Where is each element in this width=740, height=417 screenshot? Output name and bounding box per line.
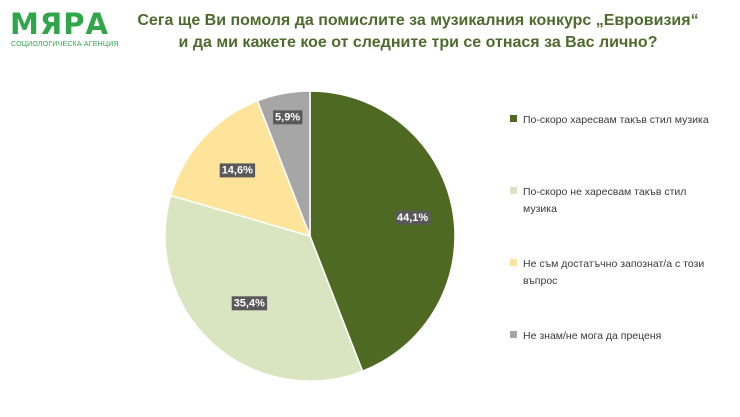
data-label-box-dislike: [231, 296, 268, 311]
svg-text:14,6%: 14,6%: [222, 164, 253, 176]
legend-label-dislike: По-скоро не харесвам такъв стил музика: [523, 186, 687, 215]
data-label-dislike: 35,4%: [231, 296, 268, 311]
logo-subtitle: СОЦИОЛОГИЧЕСКА АГЕНЦИЯ: [11, 41, 119, 48]
chart-title-line-2: и да ми кажете кое от следните три се от…: [178, 34, 658, 51]
logo-wordmark: МЯРА: [10, 7, 109, 41]
data-label-box-like: [395, 210, 431, 225]
svg-text:35,4%: 35,4%: [234, 297, 265, 309]
legend-label-not-familiar: Не съм достатъчно запознат/а с този въпр…: [523, 258, 705, 287]
chart-title: Сега ще Ви помоля да помислите за музика…: [118, 10, 718, 54]
data-label-dont-know: 5,9%: [273, 110, 303, 125]
data-label-like: 44,1%: [395, 210, 431, 225]
legend-label-like: По-скоро харесвам такъв стил музика: [523, 114, 709, 126]
data-label-box-dont-know: [273, 110, 303, 125]
svg-text:44,1%: 44,1%: [397, 212, 428, 224]
pie-slice-like: [309, 90, 456, 373]
data-label-box-not-familiar: [219, 163, 256, 178]
legend-swatch-not-familiar: [510, 259, 517, 266]
data-label-not-familiar: 14,6%: [219, 163, 256, 178]
pie-slice-dont-know: [256, 90, 311, 237]
logo: МЯРА СОЦИОЛОГИЧЕСКА АГЕНЦИЯ: [10, 7, 119, 54]
legend-swatch-dont-know: [510, 331, 517, 338]
legend-swatch-like: [510, 115, 517, 122]
legend-label-dont-know: Не знам/не мога да преценя: [523, 330, 662, 342]
chart-title-line-1: Сега ще Ви помоля да помислите за музика…: [137, 12, 699, 29]
svg-text:5,9%: 5,9%: [275, 111, 300, 123]
pie-slice-dislike: [164, 194, 364, 382]
legend-swatch-dislike: [510, 187, 517, 194]
